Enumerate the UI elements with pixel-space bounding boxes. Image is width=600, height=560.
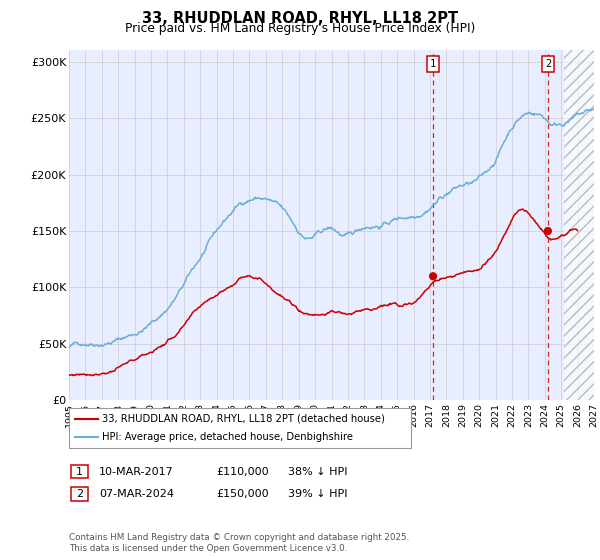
Text: 1: 1 [430,59,436,69]
Text: 33, RHUDDLAN ROAD, RHYL, LL18 2PT: 33, RHUDDLAN ROAD, RHYL, LL18 2PT [142,11,458,26]
Text: 39% ↓ HPI: 39% ↓ HPI [288,489,347,499]
Text: Contains HM Land Registry data © Crown copyright and database right 2025.
This d: Contains HM Land Registry data © Crown c… [69,533,409,553]
Text: HPI: Average price, detached house, Denbighshire: HPI: Average price, detached house, Denb… [102,432,353,442]
Text: 1: 1 [76,466,83,477]
Text: 2: 2 [545,59,551,69]
Text: £150,000: £150,000 [216,489,269,499]
Point [428,272,438,281]
Text: 07-MAR-2024: 07-MAR-2024 [99,489,174,499]
Bar [564,50,594,400]
Text: 2: 2 [76,489,83,499]
Text: 33, RHUDDLAN ROAD, RHYL, LL18 2PT (detached house): 33, RHUDDLAN ROAD, RHYL, LL18 2PT (detac… [102,414,385,424]
Text: 38% ↓ HPI: 38% ↓ HPI [288,466,347,477]
Text: Price paid vs. HM Land Registry's House Price Index (HPI): Price paid vs. HM Land Registry's House … [125,22,475,35]
Text: £110,000: £110,000 [216,466,269,477]
Text: 10-MAR-2017: 10-MAR-2017 [99,466,174,477]
Point [543,227,553,236]
Bar [564,50,594,400]
